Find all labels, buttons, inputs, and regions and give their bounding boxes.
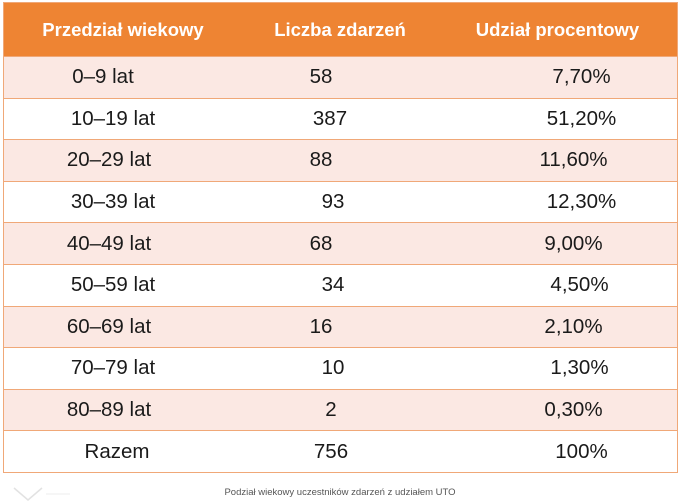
table-row: 80–89 lat 2 0,30% bbox=[4, 388, 677, 431]
total-count-cell: 756 bbox=[242, 430, 438, 472]
age-range-cell: 50–59 lat bbox=[4, 263, 242, 307]
age-distribution-table-container: Przedział wiekowy Liczba zdarzeń Udział … bbox=[3, 2, 678, 473]
age-range-cell: 60–69 lat bbox=[4, 305, 242, 348]
table-row: 60–69 lat 16 2,10% bbox=[4, 305, 677, 348]
percentage-cell: 0,30% bbox=[438, 388, 677, 431]
header-row: Przedział wiekowy Liczba zdarzeń Udział … bbox=[4, 3, 677, 57]
percentage-cell: 1,30% bbox=[438, 347, 677, 390]
percentage-cell: 12,30% bbox=[438, 180, 677, 223]
age-distribution-table: Przedział wiekowy Liczba zdarzeń Udział … bbox=[4, 3, 677, 472]
age-range-cell: 10–19 lat bbox=[4, 97, 242, 140]
event-count-cell: 68 bbox=[242, 222, 438, 265]
percentage-cell: 9,00% bbox=[438, 222, 677, 265]
event-count-cell: 2 bbox=[242, 388, 438, 431]
percentage-cell: 2,10% bbox=[438, 305, 677, 348]
decorative-chevron-mark bbox=[13, 487, 70, 501]
percentage-cell: 51,20% bbox=[438, 97, 677, 140]
age-range-cell: 0–9 lat bbox=[4, 56, 242, 99]
total-label-cell: Razem bbox=[4, 430, 242, 472]
age-range-cell: 40–49 lat bbox=[4, 222, 242, 265]
event-count-cell: 88 bbox=[242, 139, 438, 182]
table-row: 10–19 lat 387 51,20% bbox=[4, 97, 677, 140]
age-range-cell: 80–89 lat bbox=[4, 388, 242, 431]
event-count-cell: 387 bbox=[242, 97, 438, 140]
age-range-cell: 30–39 lat bbox=[4, 180, 242, 223]
header-percentage: Udział procentowy bbox=[438, 3, 677, 57]
event-count-cell: 93 bbox=[242, 180, 438, 223]
percentage-cell: 11,60% bbox=[438, 139, 677, 182]
table-row-total: Razem 756 100% bbox=[4, 430, 677, 472]
table-row: 70–79 lat 10 1,30% bbox=[4, 347, 677, 390]
table-row: 20–29 lat 88 11,60% bbox=[4, 139, 677, 182]
event-count-cell: 34 bbox=[242, 263, 438, 307]
percentage-cell: 4,50% bbox=[438, 263, 677, 307]
event-count-cell: 16 bbox=[242, 305, 438, 348]
table-row: 0–9 lat 58 7,70% bbox=[4, 56, 677, 99]
event-count-cell: 10 bbox=[242, 347, 438, 390]
percentage-cell: 7,70% bbox=[438, 56, 677, 99]
header-event-count: Liczba zdarzeń bbox=[242, 3, 438, 57]
table-header: Przedział wiekowy Liczba zdarzeń Udział … bbox=[4, 3, 677, 57]
header-age-range: Przedział wiekowy bbox=[4, 3, 242, 57]
table-row: 30–39 lat 93 12,30% bbox=[4, 180, 677, 223]
event-count-cell: 58 bbox=[242, 56, 438, 99]
total-percentage-cell: 100% bbox=[438, 430, 677, 472]
table-row: 40–49 lat 68 9,00% bbox=[4, 222, 677, 265]
table-body: 0–9 lat 58 7,70% 10–19 lat 387 51,20% 20… bbox=[4, 56, 677, 472]
age-range-cell: 70–79 lat bbox=[4, 347, 242, 390]
table-caption: Podział wiekowy uczestników zdarzeń z ud… bbox=[224, 487, 456, 498]
table-row: 50–59 lat 34 4,50% bbox=[4, 263, 677, 307]
age-range-cell: 20–29 lat bbox=[4, 139, 242, 182]
